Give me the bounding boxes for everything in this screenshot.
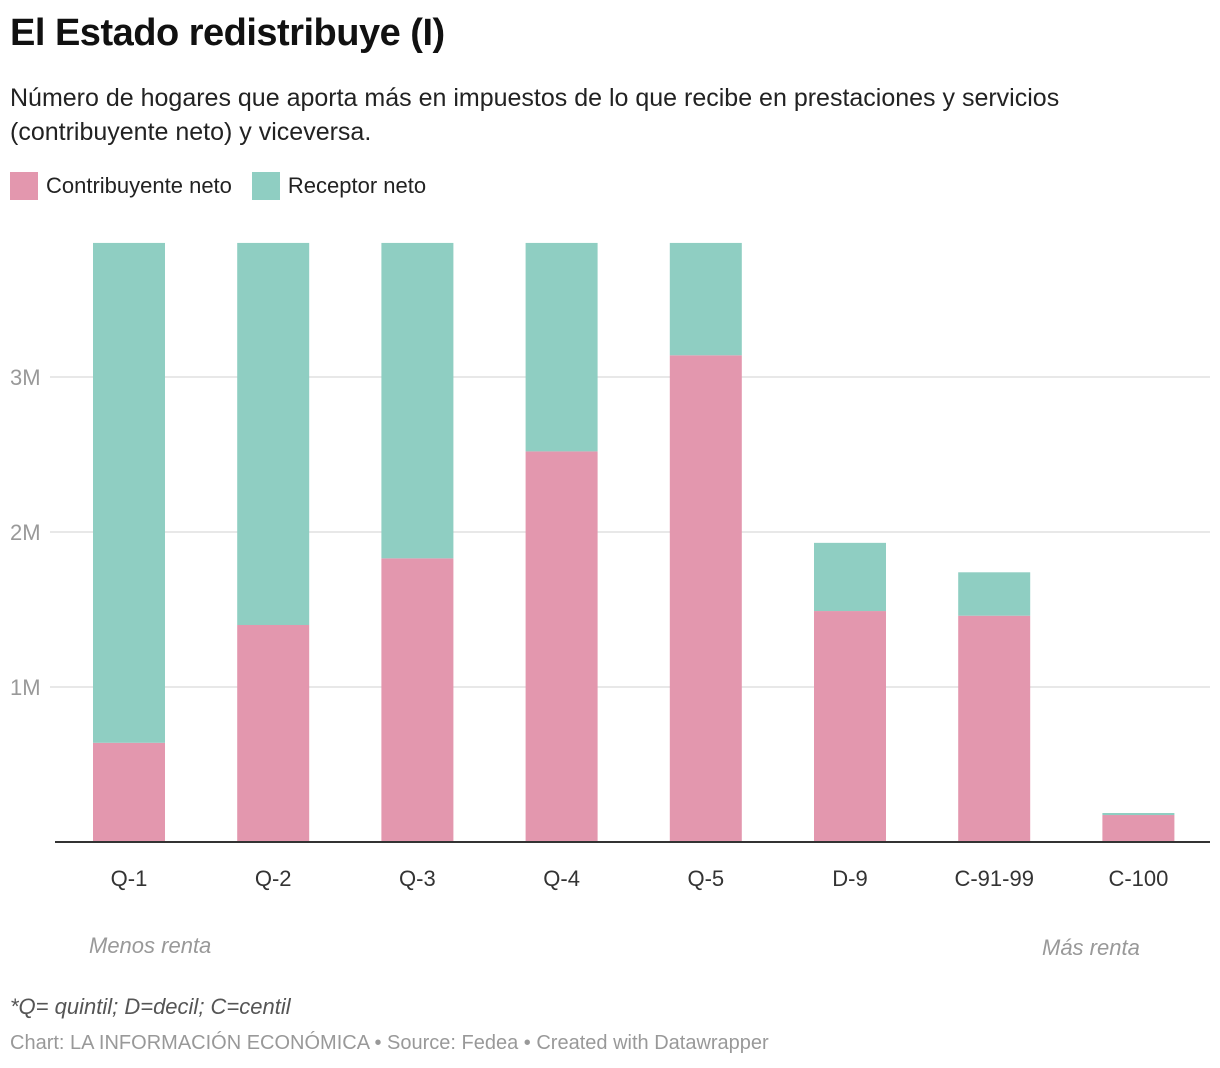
bar-receptor-Q-5 (669, 242, 742, 356)
bar-contribuyente-D-9 (814, 611, 886, 842)
x-tick-label: Q-4 (543, 866, 580, 891)
y-tick-label: 3M (10, 365, 41, 390)
legend-swatch-receptor (251, 172, 280, 200)
legend-item-receptor: Receptor neto (251, 172, 427, 200)
bar-contribuyente-Q-3 (381, 558, 454, 842)
bar-receptor-Q-3 (381, 242, 454, 559)
x-tick-label: Q-5 (687, 866, 724, 891)
x-tick-label: C-100 (1108, 866, 1168, 891)
bar-receptor-Q-4 (525, 242, 598, 452)
footnote: *Q= quintil; D=decil; C=centil (10, 994, 291, 1019)
x-tick-label: Q-2 (255, 866, 292, 891)
chart-subtitle: Número de hogares que aporta más en impu… (10, 84, 1060, 146)
bar-receptor-C-100 (1102, 813, 1175, 816)
credit: Chart: LA INFORMACIÓN ECONÓMICA • Source… (10, 1032, 769, 1054)
annotation-menos-renta: Menos renta (89, 933, 212, 958)
bar-contribuyente-C-91-99 (958, 615, 1031, 842)
bar-contribuyente-Q-4 (525, 451, 598, 842)
bar-receptor-Q-1 (93, 242, 165, 743)
legend-label: Contribuyente neto (46, 173, 232, 198)
bar-contribuyente-Q-1 (93, 742, 165, 842)
bar-receptor-Q-2 (237, 242, 310, 626)
legend-item-contribuyente: Contribuyente neto (10, 172, 232, 200)
bar-receptor-C-91-99 (958, 572, 1031, 616)
y-tick-label: 1M (10, 675, 41, 700)
chart-title: El Estado redistribuye (I) (10, 12, 445, 54)
y-tick-label: 2M (10, 520, 41, 545)
bar-receptor-D-9 (814, 542, 886, 612)
legend: Contribuyente neto Receptor neto (10, 172, 426, 200)
x-tick-label: D-9 (832, 866, 867, 891)
annotation-mas-renta: Más renta (1042, 935, 1140, 960)
legend-swatch-contribuyente (10, 172, 38, 200)
legend-label: Receptor neto (287, 173, 427, 198)
x-tick-label: Q-1 (111, 866, 148, 891)
x-tick-label: C-91-99 (954, 866, 1033, 891)
bar-contribuyente-Q-5 (669, 355, 742, 842)
bar-contribuyente-Q-2 (237, 625, 310, 842)
bar-contribuyente-C-100 (1102, 815, 1175, 842)
x-tick-label: Q-3 (399, 866, 436, 891)
